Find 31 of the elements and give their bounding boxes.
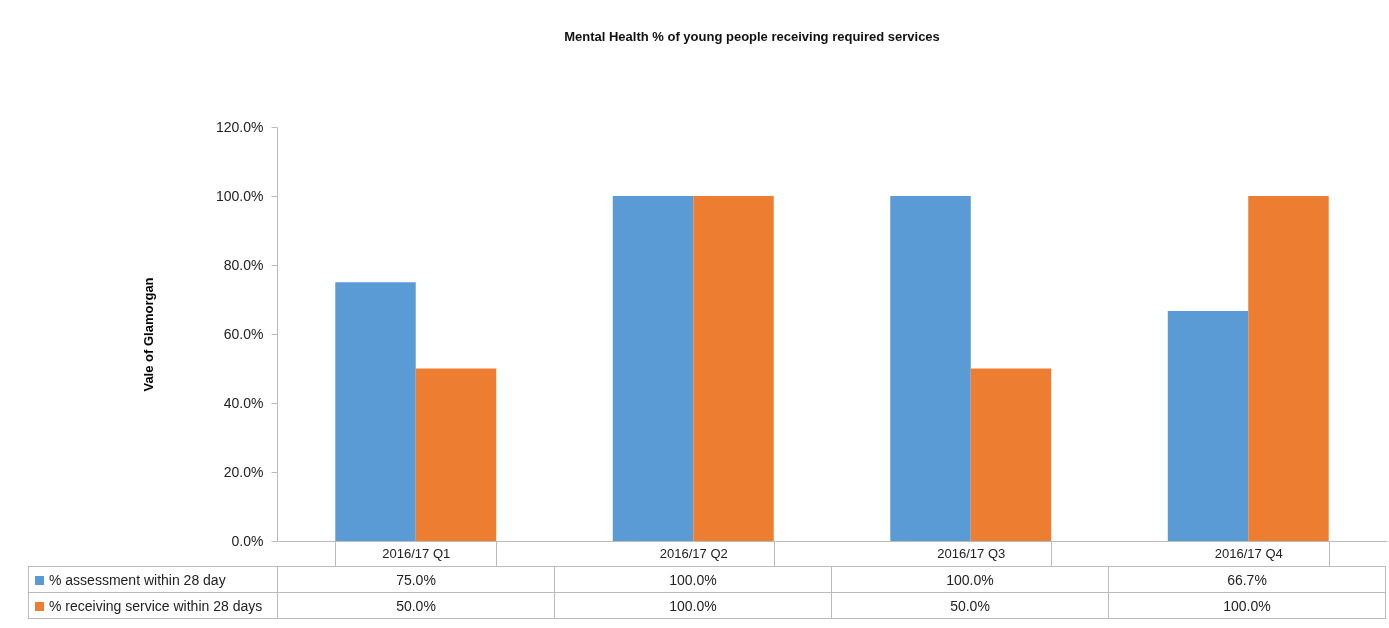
- data-label: 50.0%: [831, 592, 1109, 619]
- bar: [890, 196, 971, 541]
- x-tick-label: 2016/17 Q2: [659, 545, 728, 561]
- data-label: 66.7%: [1108, 566, 1386, 593]
- data-label: 50.0%: [277, 592, 555, 619]
- bar: [970, 368, 1052, 541]
- x-tick-label: 2016/17 Q3: [937, 545, 1006, 561]
- y-tick-label: 20.0%: [223, 463, 264, 480]
- legend-label: % receiving service within 28 days: [28, 592, 278, 619]
- y-tick-label: 100.0%: [216, 187, 264, 204]
- bar: [612, 196, 694, 541]
- chart-title: Mental Health % of young people receiving required services: [564, 29, 940, 44]
- y-tick-label: 0.0%: [231, 532, 264, 549]
- x-tick-label: 2016/17 Q4: [1214, 545, 1283, 561]
- bar: [1248, 196, 1329, 541]
- data-label: 100.0%: [554, 592, 832, 619]
- bar: [415, 368, 497, 541]
- bar: [335, 282, 416, 541]
- bar: [1167, 310, 1249, 541]
- y-tick-label: 40.0%: [223, 394, 264, 411]
- y-tick-label: 60.0%: [223, 325, 264, 342]
- data-label: 100.0%: [554, 566, 832, 593]
- data-label: 100.0%: [831, 566, 1109, 593]
- data-label: 75.0%: [277, 566, 555, 593]
- bar: [693, 196, 774, 541]
- legend-label: % assessment within 28 day: [28, 566, 278, 593]
- data-label: 100.0%: [1108, 592, 1386, 619]
- y-tick-label: 120.0%: [216, 118, 264, 135]
- y-axis-title: Vale of Glamorgan: [141, 277, 157, 392]
- x-tick-label: 2016/17 Q1: [382, 545, 451, 561]
- y-tick-label: 80.0%: [223, 256, 264, 273]
